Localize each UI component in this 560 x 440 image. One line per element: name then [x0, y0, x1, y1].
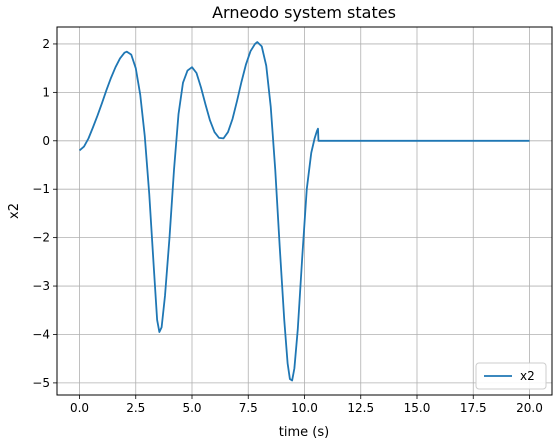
chart-title: Arneodo system states	[212, 3, 396, 22]
y-tick-label: 2	[42, 37, 50, 51]
x-tick-label: 17.5	[460, 401, 487, 415]
y-tick-label: −3	[32, 279, 50, 293]
x-tick-label: 20.0	[516, 401, 543, 415]
x-tick-label: 15.0	[404, 401, 431, 415]
y-tick-label: −5	[32, 376, 50, 390]
y-tick-label: −1	[32, 182, 50, 196]
x-axis-label: time (s)	[279, 425, 329, 440]
y-axis-label: x2	[7, 203, 22, 219]
y-axis-ticks: 2 1 0 −1 −2 −3 −4 −5	[32, 37, 57, 390]
x-tick-label: 0.0	[70, 401, 89, 415]
x-tick-label: 7.5	[239, 401, 258, 415]
y-tick-label: 0	[42, 134, 50, 148]
y-tick-label: 1	[42, 85, 50, 99]
y-tick-label: −2	[32, 231, 50, 245]
x-tick-label: 10.0	[291, 401, 318, 415]
legend: x2	[475, 362, 547, 390]
x-axis-ticks: 0.0 2.5 5.0 7.5 10.0 12.5 15.0 17.5 20.0	[70, 395, 543, 415]
series-line-x2	[78, 41, 530, 382]
x-tick-label: 5.0	[182, 401, 201, 415]
x-tick-label: 2.5	[126, 401, 145, 415]
x-tick-label: 12.5	[347, 401, 374, 415]
y-tick-label: −4	[32, 327, 50, 341]
plot-lines	[78, 41, 530, 382]
legend-label: x2	[520, 369, 535, 383]
